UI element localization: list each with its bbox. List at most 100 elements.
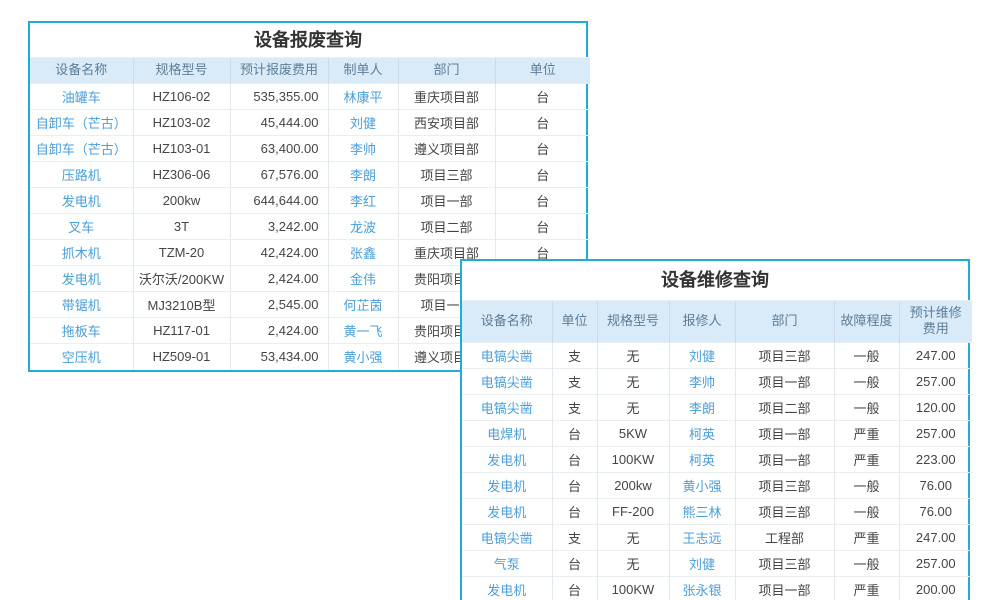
column-header: 报修人 — [668, 300, 735, 342]
link-cell[interactable]: 李朗 — [668, 393, 735, 420]
link-cell[interactable]: 黄小强 — [668, 471, 735, 498]
table-cell: HZ117-01 — [132, 317, 230, 344]
column-header: 制单人 — [327, 57, 398, 84]
table-cell: FF-200 — [596, 497, 669, 524]
table-cell: 2,424.00 — [229, 317, 328, 344]
table-cell: 200.00 — [898, 575, 972, 600]
link-cell[interactable]: 龙波 — [327, 213, 398, 240]
table-cell: 一般 — [833, 393, 899, 420]
table-cell: 项目二部 — [734, 393, 834, 420]
table-cell: 535,355.00 — [229, 83, 328, 110]
table-row: 电镐尖凿支无王志远 工程部 严重 247.00 — [462, 523, 972, 550]
link-cell[interactable]: 电镐尖凿 — [462, 341, 552, 368]
link-cell[interactable]: 抓木机 — [30, 239, 133, 266]
link-cell[interactable]: 柯英 — [668, 419, 735, 446]
link-cell[interactable]: 王志远 — [668, 523, 735, 550]
table-row: 发电机 200kw 644,644.00 李红 项目一部台 — [30, 187, 590, 214]
table-cell: 无 — [596, 393, 669, 420]
link-cell[interactable]: 李朗 — [327, 161, 398, 188]
link-cell[interactable]: 林康平 — [327, 83, 398, 110]
table-cell: 100KW — [596, 575, 669, 600]
link-cell[interactable]: 刘健 — [668, 549, 735, 576]
table-cell: 67,576.00 — [229, 161, 328, 188]
table-row: 油罐车 HZ106-02 535,355.00 林康平 重庆项目部台 — [30, 83, 590, 110]
link-cell[interactable]: 气泵 — [462, 549, 552, 576]
table-cell: HZ509-01 — [132, 343, 230, 370]
link-cell[interactable]: 带锯机 — [30, 291, 133, 318]
table-cell: 台 — [551, 445, 597, 472]
table-cell: 遵义项目部 — [397, 135, 495, 162]
link-cell[interactable]: 油罐车 — [30, 83, 133, 110]
table-cell: 53,434.00 — [229, 343, 328, 370]
link-cell[interactable]: 柯英 — [668, 445, 735, 472]
table-cell: 项目三部 — [397, 161, 495, 188]
link-cell[interactable]: 拖板车 — [30, 317, 133, 344]
link-cell[interactable]: 李红 — [327, 187, 398, 214]
table-cell: 台 — [494, 187, 590, 214]
link-cell[interactable]: 叉车 — [30, 213, 133, 240]
scrap-table-header-row: 设备名称 规格型号 预计报废费用 制单人 部门 单位 — [30, 57, 590, 84]
table-cell: 247.00 — [898, 341, 972, 368]
link-cell[interactable]: 电焊机 — [462, 419, 552, 446]
table-cell: 76.00 — [898, 471, 972, 498]
table-cell: 257.00 — [898, 549, 972, 576]
scrap-query-table: 设备名称 规格型号 预计报废费用 制单人 部门 单位 油罐车 HZ106-02 535,355… — [30, 57, 590, 370]
table-row: 发电机台 200kw 黄小强 项目三部 一般 76.00 — [462, 471, 972, 498]
table-cell: 西安项目部 — [397, 109, 495, 136]
table-cell: HZ306-06 — [132, 161, 230, 188]
table-row: 压路机 HZ306-06 67,576.00 李朗 项目三部台 — [30, 161, 590, 188]
link-cell[interactable]: 熊三林 — [668, 497, 735, 524]
table-row: 气泵台无刘健 项目三部 一般 257.00 — [462, 549, 972, 576]
link-cell[interactable]: 张永银 — [668, 575, 735, 600]
table-cell: 一般 — [833, 549, 899, 576]
link-cell[interactable]: 压路机 — [30, 161, 133, 188]
table-cell: 3T — [132, 213, 230, 240]
link-cell[interactable]: 自卸车（芒古） — [30, 135, 133, 162]
link-cell[interactable]: 发电机 — [462, 497, 552, 524]
table-row: 发电机台 100KW 柯英 项目一部 严重 223.00 — [462, 445, 972, 472]
link-cell[interactable]: 自卸车（芒古） — [30, 109, 133, 136]
link-cell[interactable]: 电镐尖凿 — [462, 367, 552, 394]
table-cell: 2,424.00 — [229, 265, 328, 292]
table-cell: 沃尔沃/200KW — [132, 265, 230, 292]
table-row: 自卸车（芒古） HZ103-02 45,444.00 刘健 西安项目部台 — [30, 109, 590, 136]
link-cell[interactable]: 电镐尖凿 — [462, 393, 552, 420]
table-row: 电镐尖凿支无刘健 项目三部 一般 247.00 — [462, 341, 972, 368]
link-cell[interactable]: 发电机 — [30, 265, 133, 292]
link-cell[interactable]: 发电机 — [30, 187, 133, 214]
link-cell[interactable]: 黄一飞 — [327, 317, 398, 344]
link-cell[interactable]: 发电机 — [462, 575, 552, 600]
link-cell[interactable]: 李帅 — [668, 367, 735, 394]
table-cell: MJ3210B型 — [132, 291, 230, 318]
table-cell: 严重 — [833, 445, 899, 472]
link-cell[interactable]: 空压机 — [30, 343, 133, 370]
table-cell: 项目三部 — [734, 471, 834, 498]
table-cell: TZM-20 — [132, 239, 230, 266]
link-cell[interactable]: 何芷茵 — [327, 291, 398, 318]
link-cell[interactable]: 发电机 — [462, 471, 552, 498]
table-cell: 项目二部 — [397, 213, 495, 240]
link-cell[interactable]: 刘健 — [668, 341, 735, 368]
link-cell[interactable]: 李帅 — [327, 135, 398, 162]
table-cell: 台 — [551, 419, 597, 446]
table-cell: 支 — [551, 341, 597, 368]
link-cell[interactable]: 电镐尖凿 — [462, 523, 552, 550]
column-header: 部门 — [734, 300, 834, 342]
link-cell[interactable]: 张鑫 — [327, 239, 398, 266]
table-cell: 200kw — [132, 187, 230, 214]
table-row: 叉车 3T 3,242.00 龙波 项目二部台 — [30, 213, 590, 240]
link-cell[interactable]: 金伟 — [327, 265, 398, 292]
table-cell: 项目三部 — [734, 341, 834, 368]
table-cell: 247.00 — [898, 523, 972, 550]
table-cell: 台 — [494, 109, 590, 136]
table-row: 电镐尖凿支无李朗 项目二部 一般 120.00 — [462, 393, 972, 420]
table-cell: 200kw — [596, 471, 669, 498]
link-cell[interactable]: 黄小强 — [327, 343, 398, 370]
table-cell: 严重 — [833, 523, 899, 550]
column-header: 设备名称 — [462, 300, 552, 342]
table-cell: HZ103-01 — [132, 135, 230, 162]
link-cell[interactable]: 刘健 — [327, 109, 398, 136]
table-cell: 无 — [596, 549, 669, 576]
link-cell[interactable]: 发电机 — [462, 445, 552, 472]
